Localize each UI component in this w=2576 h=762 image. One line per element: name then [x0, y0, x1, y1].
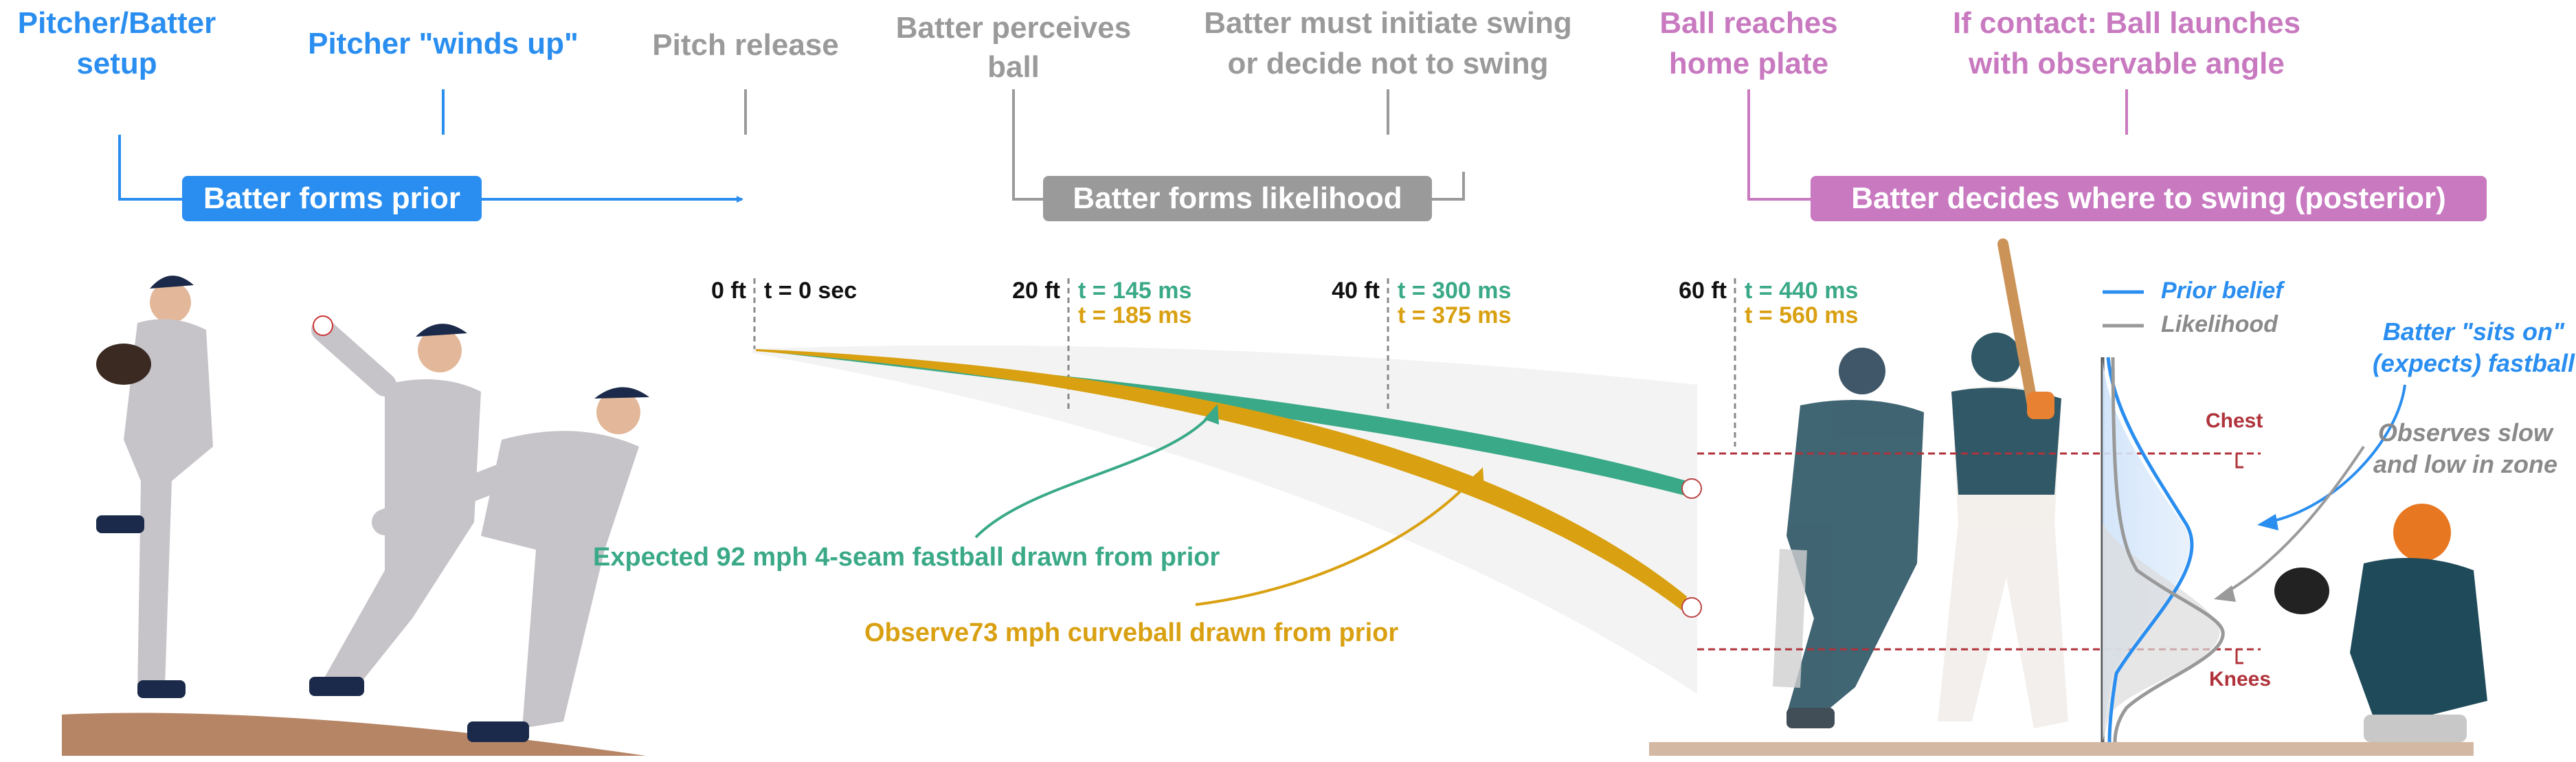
timeline-events: Pitcher/Batter setup Pitcher "winds up" Pit… — [18, 6, 2300, 84]
phase-prior: Batter forms prior — [118, 135, 743, 221]
distance-ft-label: 60 ft — [1679, 278, 1727, 304]
timeline-event-label: Pitcher "winds up" — [308, 27, 579, 60]
pitcher-figure-2 — [309, 315, 481, 696]
curveball-callout — [1195, 473, 1479, 606]
phase-likelihood-label: Batter forms likelihood — [1073, 181, 1402, 215]
distance-ft-label: 40 ft — [1332, 278, 1380, 304]
phase-likelihood: Batter forms likelihood — [1012, 135, 1465, 221]
phase-prior-label: Batter forms prior — [203, 181, 460, 215]
time-fastball-label: t = 300 ms — [1398, 278, 1511, 304]
time-fastball-label: t = 145 ms — [1078, 278, 1191, 304]
pitcher-figure-1 — [96, 276, 213, 698]
timeline-event-label: Batter must initiate swing or decide not … — [1204, 6, 1571, 80]
distance-ft-label: 0 ft — [711, 278, 746, 304]
observes-annotation: Observes slow and low in zone — [2214, 418, 2557, 602]
batter-figure-2 — [1938, 238, 2068, 728]
fastball-label: Expected 92 mph 4-seam fastball drawn fr… — [593, 543, 1220, 572]
sits-on-label: Batter "sits on" (expects) fastball — [2373, 317, 2575, 377]
catcher-figure — [2274, 504, 2487, 742]
pitcher-sequence — [62, 276, 649, 756]
prior-curve — [2106, 357, 2194, 743]
chest-label: Chest — [2206, 410, 2263, 432]
time-fastball-label: t = 440 ms — [1745, 278, 1858, 304]
timeline-event-label: Pitch release — [652, 28, 839, 62]
time-label: t = 0 sec — [764, 278, 857, 304]
belief-distributions — [2101, 357, 2225, 743]
time-curveball-label: t = 560 ms — [1745, 302, 1858, 328]
time-curveball-label: t = 375 ms — [1398, 302, 1511, 328]
timeline-event-label: Ball reaches home plate — [1659, 6, 1837, 80]
batter-figure-1 — [1773, 348, 1924, 728]
legend-likelihood: Likelihood — [2161, 311, 2278, 337]
fastball-callout — [974, 411, 1214, 539]
timeline-ticks — [442, 89, 2128, 135]
observes-label: Observes slow and low in zone — [2373, 418, 2557, 478]
distance-ft-label: 20 ft — [1012, 278, 1060, 304]
phase-posterior: Batter decides where to swing (posterior… — [1747, 135, 2487, 221]
likelihood-curve — [2111, 357, 2225, 743]
pitch-trajectories — [756, 349, 1702, 618]
knees-label: Knees — [2209, 668, 2271, 691]
batter-sequence — [1649, 238, 2474, 756]
distance-markers: 0 ft t = 0 sec 20 ft t = 145 mst = 185 ms 40… — [711, 278, 1858, 447]
time-curveball-label: t = 185 ms — [1078, 302, 1191, 328]
legend: Prior belief Likelihood — [2103, 278, 2285, 337]
likelihood-fill — [2103, 522, 2220, 742]
curveball-ball — [1681, 597, 1702, 618]
timeline-event-label: If contact: Ball launches with observable… — [1953, 6, 2300, 80]
phase-posterior-label: Batter decides where to swing (posterior… — [1851, 181, 2446, 215]
timeline-event-label: Pitcher/Batter setup — [18, 6, 216, 80]
pitcher-figure-3 — [372, 387, 649, 742]
timeline-event-label: Batter perceives ball — [896, 11, 1131, 84]
fastball-ball — [1681, 478, 1702, 499]
legend-prior: Prior belief — [2161, 278, 2285, 304]
sits-on-annotation: Batter "sits on" (expects) fastball — [2257, 317, 2575, 530]
curveball-label: Observe73 mph curveball drawn from prior — [864, 618, 1398, 647]
